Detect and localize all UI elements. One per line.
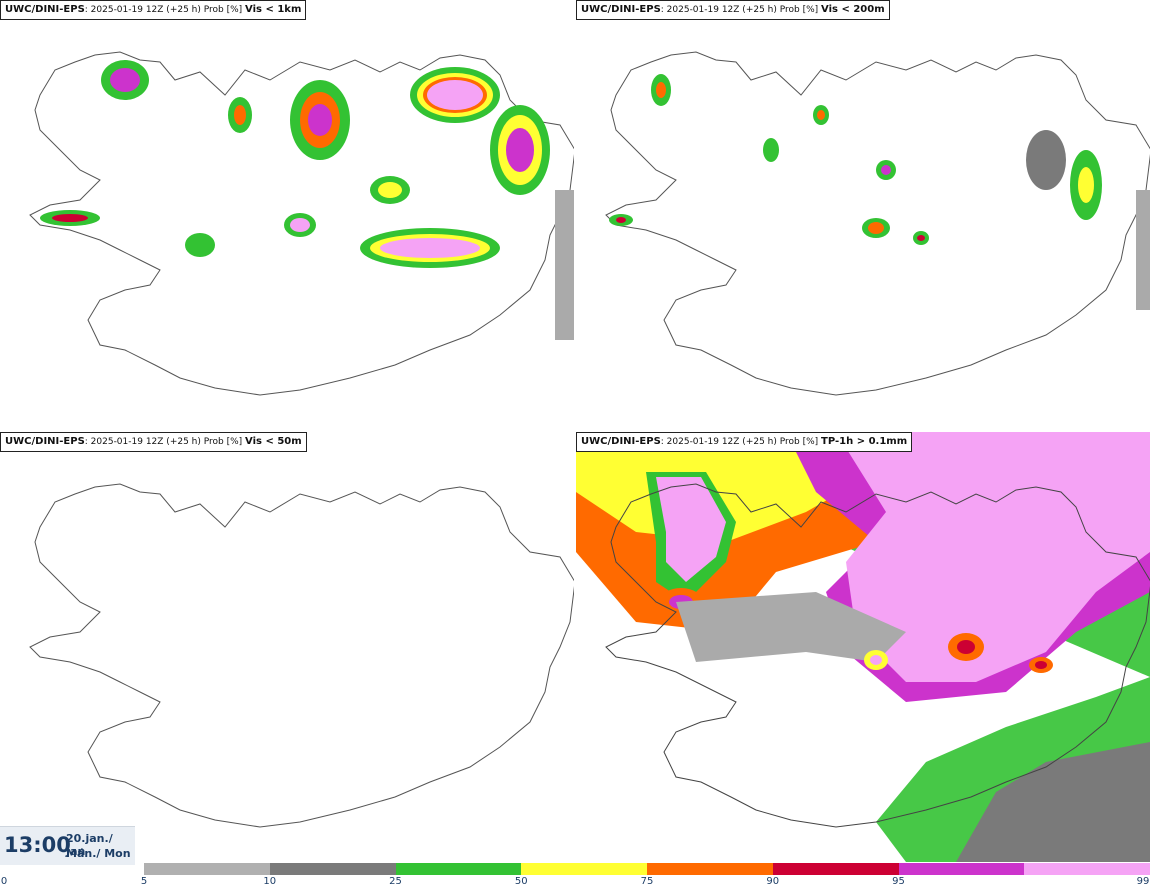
map-canvas — [605, 51, 1150, 396]
probability-blobs — [40, 60, 550, 268]
parameter-label: Vis < 200m — [821, 4, 885, 15]
colorbar-segment — [521, 863, 647, 875]
map-panel-vis-1km: UWC/DINI-EPS: 2025-01-19 12Z (+25 h) Pro… — [0, 0, 574, 430]
map-panel-vis-200m: UWC/DINI-EPS: 2025-01-19 12Z (+25 h) Pro… — [576, 0, 1150, 430]
model-name: UWC/DINI-EPS — [581, 436, 661, 447]
colorbar-ticks: 0 5 10 25 50 75 90 95 99 — [0, 876, 1150, 891]
run-info: : 2025-01-19 12Z (+25 h) Prob [%] — [84, 5, 243, 15]
gray-patch-offshore — [1136, 190, 1150, 310]
panel-title: UWC/DINI-EPS: 2025-01-19 12Z (+25 h) Pro… — [0, 432, 307, 452]
parameter-label: Vis < 1km — [245, 4, 302, 15]
map-canvas — [29, 483, 574, 828]
parameter-label: Vis < 50m — [245, 436, 302, 447]
panel-title: UWC/DINI-EPS: 2025-01-19 12Z (+25 h) Pro… — [576, 432, 913, 452]
colorbar-tick-label: 25 — [389, 876, 402, 887]
colorbar-tick-label: 95 — [892, 876, 905, 887]
valid-weekday: Mán./ Mon — [66, 847, 131, 860]
colorbar-tick-label: 5 — [140, 876, 148, 887]
panel-title: UWC/DINI-EPS: 2025-01-19 12Z (+25 h) Pro… — [0, 0, 307, 20]
colorbar-segment — [772, 863, 899, 875]
colorbar-tick-label: 10 — [263, 876, 277, 887]
valid-time-box: 13:00 20.jan./ Jan Mán./ Mon — [0, 826, 135, 865]
model-name: UWC/DINI-EPS — [581, 4, 661, 15]
valid-time: 13:00 — [4, 833, 71, 857]
map-panel-precip: UWC/DINI-EPS: 2025-01-19 12Z (+25 h) Pro… — [576, 432, 1150, 862]
colorbar-tick-label: 99 — [1136, 876, 1150, 887]
map-panel-vis-50m: UWC/DINI-EPS: 2025-01-19 12Z (+25 h) Pro… — [0, 432, 574, 862]
map-canvas — [29, 51, 574, 396]
colorbar-segment — [898, 863, 1025, 875]
colorbar-segment — [647, 863, 773, 875]
colorbar-tick-label: 75 — [640, 876, 654, 887]
precip-fields — [576, 432, 1150, 862]
colorbar-segment — [269, 863, 396, 875]
valid-date: 20.jan./ Jan — [66, 832, 113, 858]
map-canvas — [576, 432, 1150, 862]
model-name: UWC/DINI-EPS — [5, 436, 85, 447]
parameter-label: TP-1h > 0.1mm — [821, 436, 908, 447]
probability-blobs — [609, 74, 1102, 245]
colorbar-segment — [395, 863, 522, 875]
run-info: : 2025-01-19 12Z (+25 h) Prob [%] — [660, 437, 819, 447]
colorbar-tick-label: 0 — [0, 876, 8, 887]
colorbar-segment — [1024, 863, 1150, 875]
run-info: : 2025-01-19 12Z (+25 h) Prob [%] — [84, 437, 243, 447]
colorbar-segment — [144, 863, 270, 875]
colorbar-tick-label: 50 — [514, 876, 528, 887]
panel-title: UWC/DINI-EPS: 2025-01-19 12Z (+25 h) Pro… — [576, 0, 890, 20]
model-name: UWC/DINI-EPS — [5, 4, 85, 15]
colorbar-tick-label: 90 — [766, 876, 780, 887]
run-info: : 2025-01-19 12Z (+25 h) Prob [%] — [660, 5, 819, 15]
colorbar — [144, 863, 1150, 875]
gray-patch-offshore — [555, 190, 574, 340]
